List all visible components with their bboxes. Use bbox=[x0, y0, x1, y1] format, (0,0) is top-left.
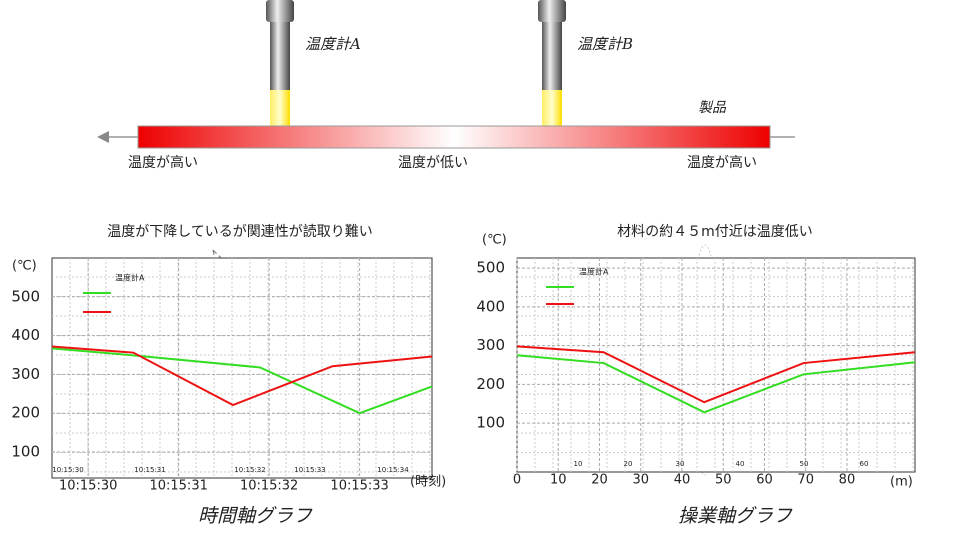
x-tick-label: 80 bbox=[839, 473, 856, 488]
inner-label: 10:15:33 bbox=[294, 466, 325, 474]
product-bar bbox=[137, 125, 771, 149]
x-tick-label: 0 bbox=[513, 473, 521, 488]
x-axis-label: (m) bbox=[890, 475, 913, 490]
inner-label: 20 bbox=[624, 460, 633, 468]
inner-label: 10:15:34 bbox=[377, 466, 409, 474]
chart-caption: 時間軸グラフ bbox=[198, 505, 313, 527]
legend-label: 温度計A bbox=[115, 273, 145, 283]
x-tick-label: 10:15:30 bbox=[59, 479, 117, 494]
y-tick-label: 500 bbox=[476, 259, 505, 277]
inner-label: 10:15:31 bbox=[134, 466, 165, 474]
y-tick-label: 300 bbox=[11, 365, 40, 383]
x-axis-label: (時刻) bbox=[410, 475, 446, 490]
legend-label: 温度計A bbox=[579, 267, 609, 277]
series-line bbox=[51, 345, 433, 407]
x-tick-label: 50 bbox=[715, 473, 732, 488]
y-tick-label: 300 bbox=[476, 336, 505, 354]
zone-label: 温度が高い bbox=[687, 154, 757, 171]
inner-label: 10 bbox=[574, 460, 583, 468]
inner-label: 50 bbox=[800, 460, 809, 468]
sensor-b bbox=[538, 0, 566, 126]
series-line bbox=[516, 345, 916, 404]
inner-label: 30 bbox=[676, 460, 685, 468]
y-axis-label: (℃) bbox=[12, 259, 37, 274]
y-tick-label: 200 bbox=[11, 404, 40, 422]
x-tick-label: 10:15:33 bbox=[330, 479, 388, 494]
series-line bbox=[516, 354, 916, 414]
x-tick-label: 10:15:31 bbox=[149, 479, 207, 494]
inner-label: 10:15:32 bbox=[234, 466, 265, 474]
y-axis-label: (℃) bbox=[482, 233, 507, 248]
y-tick-label: 100 bbox=[476, 414, 505, 432]
x-tick-label: 10:15:32 bbox=[240, 479, 298, 494]
x-tick-label: 30 bbox=[632, 473, 649, 488]
y-tick-label: 400 bbox=[476, 297, 505, 315]
x-tick-label: 10 bbox=[550, 473, 567, 488]
plot-area bbox=[51, 257, 433, 479]
sensor-label: 温度計A bbox=[305, 35, 361, 53]
sensor-a bbox=[266, 0, 294, 126]
inner-label: 40 bbox=[736, 460, 745, 468]
x-tick-label: 40 bbox=[674, 473, 691, 488]
inner-label: 60 bbox=[860, 460, 869, 468]
chart-title: 材料の約４５m付近は温度低い bbox=[617, 224, 813, 240]
sensor-label: 温度計B bbox=[577, 35, 633, 53]
y-tick-label: 200 bbox=[476, 375, 505, 393]
series-line bbox=[51, 347, 433, 415]
inner-label: 10:15:30 bbox=[52, 466, 83, 474]
zone-label: 温度が高い bbox=[128, 154, 198, 171]
chart-title: 温度が下降しているが関連性が読取り難い bbox=[107, 223, 373, 240]
x-tick-label: 60 bbox=[756, 473, 773, 488]
plot-area bbox=[516, 257, 916, 473]
product-label: 製品 bbox=[698, 100, 727, 116]
x-tick-label: 20 bbox=[591, 473, 608, 488]
chart-caption: 操業軸グラフ bbox=[678, 505, 793, 527]
x-tick-label: 70 bbox=[797, 473, 814, 488]
y-tick-label: 100 bbox=[11, 443, 40, 461]
y-tick-label: 500 bbox=[11, 287, 40, 305]
y-tick-label: 400 bbox=[11, 326, 40, 344]
zone-label: 温度が低い bbox=[398, 155, 468, 171]
